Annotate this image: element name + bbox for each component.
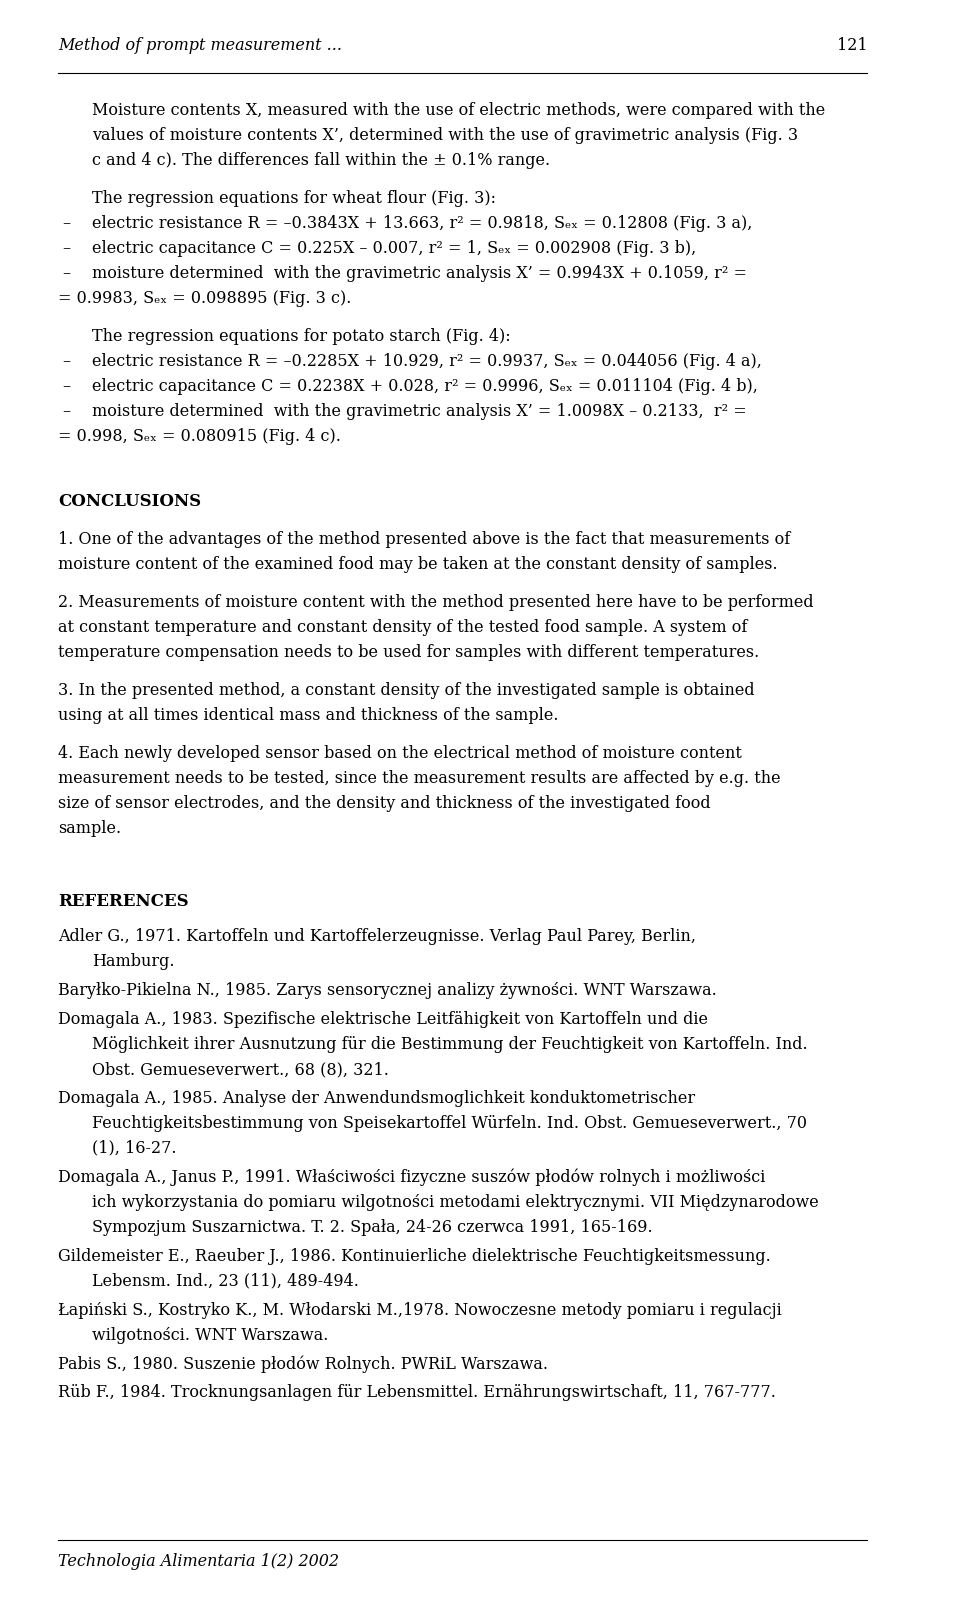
Text: Moisture contents X, measured with the use of electric methods, were compared wi: Moisture contents X, measured with the u…	[92, 102, 826, 119]
Text: values of moisture contents X’, determined with the use of gravimetric analysis : values of moisture contents X’, determin…	[92, 128, 798, 144]
Text: = 0.9983, Sₑₓ = 0.098895 (Fig. 3 c).: = 0.9983, Sₑₓ = 0.098895 (Fig. 3 c).	[59, 289, 351, 307]
Text: –: –	[62, 402, 71, 420]
Text: electric capacitance C = 0.2238X + 0.028, r² = 0.9996, Sₑₓ = 0.011104 (Fig. 4 b): electric capacitance C = 0.2238X + 0.028…	[92, 378, 758, 395]
Text: –: –	[62, 265, 71, 282]
Text: Hamburg.: Hamburg.	[92, 952, 175, 970]
Text: Domagala A., Janus P., 1991. Właściwości fizyczne suszów płodów rolnych i możliw: Domagala A., Janus P., 1991. Właściwości…	[59, 1169, 765, 1186]
Text: Łapiński S., Kostryko K., M. Włodarski M.,1978. Nowoczesne metody pomiaru i regu: Łapiński S., Kostryko K., M. Włodarski M…	[59, 1301, 781, 1319]
Text: measurement needs to be tested, since the measurement results are affected by e.: measurement needs to be tested, since th…	[59, 770, 780, 788]
Text: sample.: sample.	[59, 820, 121, 838]
Text: using at all times identical mass and thickness of the sample.: using at all times identical mass and th…	[59, 707, 559, 725]
Text: 3. In the presented method, a constant density of the investigated sample is obt: 3. In the presented method, a constant d…	[59, 681, 755, 699]
Text: Feuchtigkeitsbestimmung von Speisekartoffel Würfeln. Ind. Obst. Gemueseverwert.,: Feuchtigkeitsbestimmung von Speisekartof…	[92, 1115, 807, 1131]
Text: size of sensor electrodes, and the density and thickness of the investigated foo: size of sensor electrodes, and the densi…	[59, 794, 710, 812]
Text: wilgotności. WNT Warszawa.: wilgotności. WNT Warszawa.	[92, 1327, 328, 1343]
Text: (1), 16-27.: (1), 16-27.	[92, 1139, 177, 1157]
Text: 2. Measurements of moisture content with the method presented here have to be pe: 2. Measurements of moisture content with…	[59, 594, 814, 612]
Text: Domagala A., 1985. Analyse der Anwendundsmoglichkeit konduktometrischer: Domagala A., 1985. Analyse der Anwendund…	[59, 1089, 695, 1107]
Text: Sympozjum Suszarnictwa. T. 2. Spała, 24-26 czerwca 1991, 165-169.: Sympozjum Suszarnictwa. T. 2. Spała, 24-…	[92, 1219, 653, 1236]
Text: Adler G., 1971. Kartoffeln und Kartoffelerzeugnisse. Verlag Paul Parey, Berlin,: Adler G., 1971. Kartoffeln und Kartoffel…	[59, 928, 696, 946]
Text: electric resistance R = –0.2285X + 10.929, r² = 0.9937, Sₑₓ = 0.044056 (Fig. 4 a: electric resistance R = –0.2285X + 10.92…	[92, 352, 762, 370]
Text: 121: 121	[837, 37, 867, 55]
Text: Pabis S., 1980. Suszenie płodów Rolnych. PWRiL Warszawa.: Pabis S., 1980. Suszenie płodów Rolnych.…	[59, 1356, 548, 1374]
Text: Möglichkeit ihrer Ausnutzung für die Bestimmung der Feuchtigkeit von Kartoffeln.: Möglichkeit ihrer Ausnutzung für die Bes…	[92, 1036, 807, 1052]
Text: c and 4 c). The differences fall within the ± 0.1% range.: c and 4 c). The differences fall within …	[92, 152, 550, 169]
Text: = 0.998, Sₑₓ = 0.080915 (Fig. 4 c).: = 0.998, Sₑₓ = 0.080915 (Fig. 4 c).	[59, 428, 341, 445]
Text: Lebensm. Ind., 23 (11), 489-494.: Lebensm. Ind., 23 (11), 489-494.	[92, 1272, 359, 1290]
Text: Method of prompt measurement ...: Method of prompt measurement ...	[59, 37, 342, 55]
Text: ich wykorzystania do pomiaru wilgotności metodami elektrycznymi. VII Międzynarod: ich wykorzystania do pomiaru wilgotności…	[92, 1194, 819, 1210]
Text: moisture determined  with the gravimetric analysis X’ = 0.9943X + 0.1059, r² =: moisture determined with the gravimetric…	[92, 265, 747, 282]
Text: –: –	[62, 378, 71, 395]
Text: CONCLUSIONS: CONCLUSIONS	[59, 492, 202, 510]
Text: REFERENCES: REFERENCES	[59, 893, 189, 910]
Text: moisture determined  with the gravimetric analysis X’ = 1.0098X – 0.2133,  r² =: moisture determined with the gravimetric…	[92, 402, 747, 420]
Text: Rüb F., 1984. Trocknungsanlagen für Lebensmittel. Ernährungswirtschaft, 11, 767-: Rüb F., 1984. Trocknungsanlagen für Lebe…	[59, 1385, 776, 1401]
Text: The regression equations for potato starch (Fig. 4):: The regression equations for potato star…	[92, 328, 511, 345]
Text: Domagala A., 1983. Spezifische elektrische Leitfähigkeit von Kartoffeln und die: Domagala A., 1983. Spezifische elektrisc…	[59, 1010, 708, 1028]
Text: –: –	[62, 352, 71, 370]
Text: electric resistance R = –0.3843X + 13.663, r² = 0.9818, Sₑₓ = 0.12808 (Fig. 3 a): electric resistance R = –0.3843X + 13.66…	[92, 215, 753, 232]
Text: Gildemeister E., Raeuber J., 1986. Kontinuierliche dielektrische Feuchtigkeitsme: Gildemeister E., Raeuber J., 1986. Konti…	[59, 1248, 771, 1265]
Text: temperature compensation needs to be used for samples with different temperature: temperature compensation needs to be use…	[59, 644, 759, 662]
Text: 4. Each newly developed sensor based on the electrical method of moisture conten: 4. Each newly developed sensor based on …	[59, 744, 742, 762]
Text: –: –	[62, 239, 71, 257]
Text: Technologia Alimentaria 1(2) 2002: Technologia Alimentaria 1(2) 2002	[59, 1553, 339, 1570]
Text: at constant temperature and constant density of the tested food sample. A system: at constant temperature and constant den…	[59, 618, 748, 636]
Text: Obst. Gemueseverwert., 68 (8), 321.: Obst. Gemueseverwert., 68 (8), 321.	[92, 1060, 389, 1078]
Text: 1. One of the advantages of the method presented above is the fact that measurem: 1. One of the advantages of the method p…	[59, 531, 790, 549]
Text: Baryłko-Pikielna N., 1985. Zarys sensorycznej analizy żywności. WNT Warszawa.: Baryłko-Pikielna N., 1985. Zarys sensory…	[59, 981, 717, 999]
Text: moisture content of the examined food may be taken at the constant density of sa: moisture content of the examined food ma…	[59, 555, 778, 573]
Text: –: –	[62, 215, 71, 232]
Text: electric capacitance C = 0.225X – 0.007, r² = 1, Sₑₓ = 0.002908 (Fig. 3 b),: electric capacitance C = 0.225X – 0.007,…	[92, 239, 696, 257]
Text: The regression equations for wheat flour (Fig. 3):: The regression equations for wheat flour…	[92, 189, 496, 207]
